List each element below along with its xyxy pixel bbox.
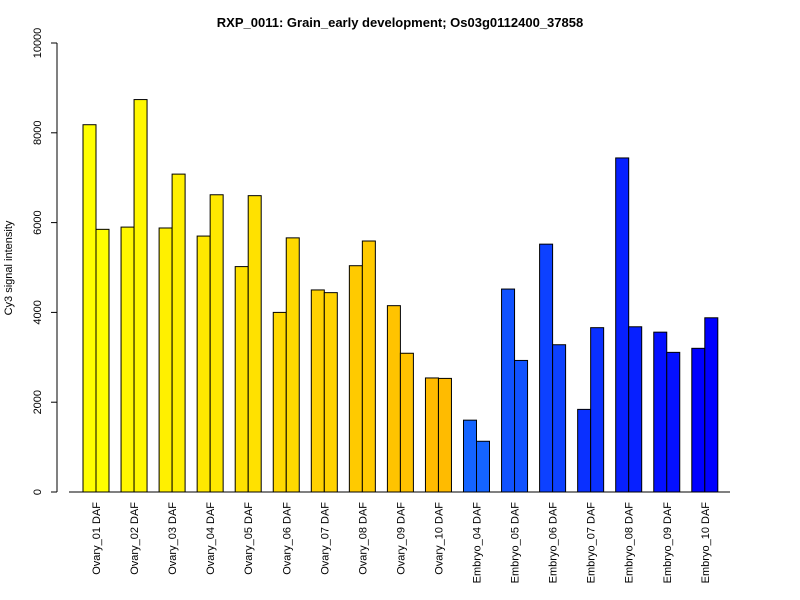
x-tick-label: Ovary_09 DAF <box>395 502 407 575</box>
bars <box>82 99 719 493</box>
x-tick-label: Embryo_08 DAF <box>624 502 636 584</box>
bar-ovary-10-daf-2 <box>437 377 452 493</box>
x-tick-label: Ovary_04 DAF <box>205 502 217 575</box>
category-labels: Ovary_01 DAF Ovary_02 DAF Ovary_03 DAF Ovar… <box>91 502 712 584</box>
bar-ovary-04-daf-1 <box>196 235 211 493</box>
bar-ovary-04-daf-2 <box>209 194 224 493</box>
y-tick-label: 6000 <box>32 210 44 234</box>
x-tick-label: Embryo_04 DAF <box>472 502 484 584</box>
x-tick-label: Ovary_06 DAF <box>281 502 293 575</box>
bar-embryo-10-daf-1 <box>691 347 706 493</box>
bar-ovary-02-daf-1 <box>120 226 135 493</box>
bar-embryo-09-daf-1 <box>653 331 668 493</box>
chart-title: RXP_0011: Grain_early development; Os03g… <box>217 15 583 30</box>
x-tick-label: Ovary_05 DAF <box>243 502 255 575</box>
x-tick-label: Embryo_10 DAF <box>700 502 712 584</box>
bar-embryo-04-daf-2 <box>476 440 490 493</box>
x-tick-label: Embryo_06 DAF <box>548 502 560 584</box>
bar-ovary-10-daf-1 <box>424 377 439 493</box>
y-axis: 0 2000 4000 6000 8000 10000 <box>32 28 58 495</box>
bar-embryo-09-daf-2 <box>666 351 681 493</box>
bar-embryo-05-daf-2 <box>514 359 529 493</box>
bar-ovary-06-daf-2 <box>285 237 300 493</box>
x-tick-label: Embryo_07 DAF <box>586 502 598 584</box>
y-axis-label: Cy3 signal intensity <box>3 220 15 315</box>
y-tick-label: 4000 <box>32 300 44 324</box>
x-tick-label: Embryo_05 DAF <box>510 502 522 584</box>
bar-ovary-03-daf-1 <box>158 227 173 493</box>
bar-embryo-05-daf-1 <box>501 288 516 493</box>
bar-ovary-03-daf-2 <box>171 173 186 493</box>
bar-ovary-05-daf-1 <box>234 266 249 493</box>
bar-ovary-09-daf-1 <box>386 305 401 493</box>
bar-ovary-09-daf-2 <box>399 352 414 493</box>
bar-ovary-01-daf-1 <box>82 124 97 493</box>
bar-embryo-08-daf-1 <box>615 157 630 493</box>
x-tick-label: Ovary_07 DAF <box>319 502 331 575</box>
bar-ovary-07-daf-1 <box>310 289 325 493</box>
bar-embryo-06-daf-1 <box>539 243 554 493</box>
bar-ovary-08-daf-2 <box>361 240 376 493</box>
x-tick-label: Ovary_08 DAF <box>357 502 369 575</box>
bar-ovary-08-daf-1 <box>348 265 363 493</box>
bar-embryo-06-daf-2 <box>552 344 567 493</box>
bar-ovary-02-daf-2 <box>133 99 148 493</box>
bar-embryo-10-daf-2 <box>704 317 719 493</box>
bar-ovary-05-daf-2 <box>247 195 262 493</box>
y-tick-label: 0 <box>32 489 44 495</box>
x-tick-label: Ovary_03 DAF <box>167 502 179 575</box>
x-tick-label: Ovary_02 DAF <box>129 502 141 575</box>
x-tick-label: Ovary_01 DAF <box>91 502 103 575</box>
bar-ovary-06-daf-1 <box>272 311 287 493</box>
bar-ovary-01-daf-2 <box>95 228 110 493</box>
bar-embryo-08-daf-2 <box>628 326 643 493</box>
bar-embryo-04-daf-1 <box>463 419 477 493</box>
y-tick-label: 8000 <box>32 121 44 145</box>
x-tick-label: Ovary_10 DAF <box>433 502 445 575</box>
y-tick-label: 10000 <box>32 28 44 59</box>
bar-ovary-07-daf-2 <box>323 292 338 493</box>
bar-embryo-07-daf-1 <box>577 408 592 493</box>
bar-embryo-07-daf-2 <box>590 327 605 493</box>
x-tick-label: Embryo_09 DAF <box>662 502 674 584</box>
y-tick-label: 2000 <box>32 390 44 414</box>
